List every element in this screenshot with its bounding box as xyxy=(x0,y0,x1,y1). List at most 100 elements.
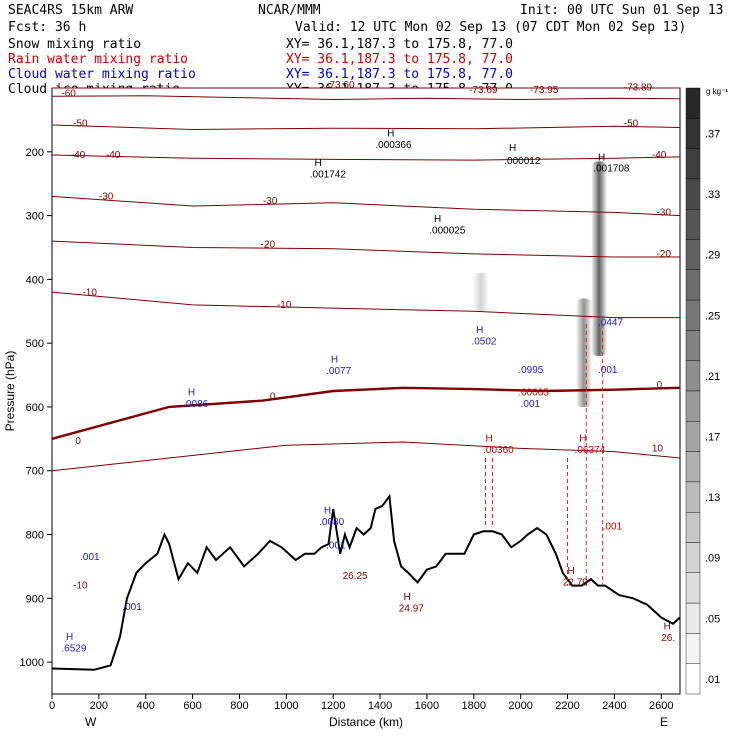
field-annotation: H xyxy=(486,433,493,444)
field-annotation: H xyxy=(579,433,586,444)
y-tick-label: 300 xyxy=(26,211,44,223)
field-annotation: .0086 xyxy=(183,399,208,410)
field-annotation: 22.79 xyxy=(563,578,588,589)
field-annotation: -20 xyxy=(657,249,672,260)
colorbar-cell xyxy=(685,512,701,543)
x-tick-label: 1400 xyxy=(368,700,392,712)
field-annotation: 0 xyxy=(270,391,276,402)
annotation-layer: -73.60 -73.69 -73.95 -73.89H.000366 H.000012… xyxy=(61,80,675,654)
colorbar-tick-label: .25 xyxy=(705,310,720,322)
field-annotation: .001 xyxy=(598,365,618,376)
x-tick-label: 1000 xyxy=(274,700,298,712)
x-tick-label: 600 xyxy=(183,700,201,712)
terrain-line xyxy=(51,493,681,671)
field-annotation: .0995 xyxy=(518,365,543,376)
field-annotation: .001 xyxy=(122,602,142,613)
colorbar-tick-label: .13 xyxy=(705,492,720,504)
colorbar-tick-label: .37 xyxy=(705,128,720,140)
colorbar-unit: g kg⁻¹ xyxy=(706,87,728,96)
y-tick-label: 800 xyxy=(26,530,44,542)
field-name: Rain water mixing ratio xyxy=(8,52,188,67)
isotherm-line xyxy=(51,240,680,258)
field-annotation: H xyxy=(403,592,410,603)
model-source: NCAR/MMM xyxy=(258,3,321,18)
isotherm-layer xyxy=(51,87,681,472)
colorbar-cell xyxy=(685,87,701,119)
plot-area: -73.60 -73.69 -73.95 -73.89H.000366 H.000012… xyxy=(3,80,681,729)
field-annotation: -40 xyxy=(106,150,121,161)
field-annotation: -10 xyxy=(73,581,88,592)
field-annotation: .000012 xyxy=(504,156,541,167)
colorbar-cell xyxy=(685,239,701,270)
colorbar-cell xyxy=(685,148,701,180)
colorbar-cell xyxy=(685,269,701,301)
colorbar-cell xyxy=(685,390,701,422)
field-name: Snow mixing ratio xyxy=(8,37,141,52)
x-tick-label: 1800 xyxy=(462,700,486,712)
colorbar-cell xyxy=(685,602,701,634)
field-annotation: H xyxy=(188,387,195,398)
isotherm-line xyxy=(51,291,680,319)
field-annotation: .001708 xyxy=(593,164,630,175)
field-annotation: H xyxy=(664,622,671,633)
field-annotation: .00360 xyxy=(483,445,514,456)
field-annotation: -30 xyxy=(263,196,278,207)
colorbar-cell xyxy=(685,663,701,695)
y-tick-label: 700 xyxy=(26,466,44,478)
field-annotation: .0077 xyxy=(326,366,351,377)
colorbar-cell xyxy=(685,421,701,452)
field-annotation: .0502 xyxy=(471,336,496,347)
field-xy: XY= 36.1,187.3 to 175.8, 77.0 xyxy=(286,52,513,67)
colorbar-tick-label: .01 xyxy=(705,674,720,686)
field-annotation: -73.60 xyxy=(326,80,355,91)
field-annotation: .001 xyxy=(521,399,541,410)
field-annotation: .001 xyxy=(603,521,623,532)
colorbar-cell xyxy=(685,360,701,392)
y-tick-label: 200 xyxy=(26,147,44,159)
field-annotation: 0 xyxy=(75,436,81,447)
colorbar-cell xyxy=(685,572,701,604)
x-tick-label: 0 xyxy=(49,700,55,712)
x-tick-label: 400 xyxy=(137,700,155,712)
field-annotation: 0 xyxy=(657,380,663,391)
init-time: Init: 00 UTC Sun 01 Sep 13 xyxy=(520,3,724,18)
header: SEAC4RS 15km ARW NCAR/MMM Init: 00 UTC S… xyxy=(8,3,724,97)
colorbar-tick-label: .29 xyxy=(705,250,720,262)
colorbar-cell xyxy=(685,208,701,240)
field-annotation: .6529 xyxy=(61,643,86,654)
east-end-label: E xyxy=(660,715,668,729)
field-annotation: H xyxy=(324,505,331,516)
field-annotation: H xyxy=(476,325,483,336)
snow-mixing-ratio-region xyxy=(575,298,592,407)
colorbar-cell xyxy=(685,118,701,149)
field-xy: XY= 36.1,187.3 to 175.8, 77.0 xyxy=(286,37,513,52)
isotherm-line xyxy=(51,124,681,131)
colorbar-tick-label: .21 xyxy=(705,371,720,383)
field-annotation: 10 xyxy=(652,444,664,455)
x-axis: 0 200 400 600 800 1000 1200 1400 1600 1800 2000 220… xyxy=(49,694,673,712)
field-annotation: .001 xyxy=(80,552,100,563)
isotherm-line xyxy=(51,154,681,161)
x-tick-label: 2000 xyxy=(508,700,532,712)
field-annotation: .000025 xyxy=(429,225,466,236)
x-tick-label: 800 xyxy=(230,700,248,712)
field-annotation: .001 xyxy=(326,541,346,552)
colorbar-cell xyxy=(685,299,701,331)
x-tick-label: 2600 xyxy=(649,700,673,712)
colorbar-cell xyxy=(685,330,701,361)
field-annotation: -40 xyxy=(71,150,86,161)
isotherm-line xyxy=(51,195,681,217)
field-annotation: -20 xyxy=(261,239,276,250)
forecast-hour: Fcst: 36 h xyxy=(8,20,86,35)
valid-time: Valid: 12 UTC Mon 02 Sep 13 (07 CDT Mon … xyxy=(295,20,686,35)
field-annotation: .0080 xyxy=(319,517,344,528)
field-annotation: .00065 xyxy=(518,387,549,398)
colorbar-tick-label: .17 xyxy=(705,431,720,443)
field-annotation: -73.89 xyxy=(624,83,653,94)
field-annotation: H xyxy=(331,354,338,365)
y-axis-label: Pressure (hPa) xyxy=(3,351,17,432)
x-tick-label: 1600 xyxy=(415,700,439,712)
colorbar-tick-label: .05 xyxy=(705,613,720,625)
isotherm-line xyxy=(51,441,681,472)
